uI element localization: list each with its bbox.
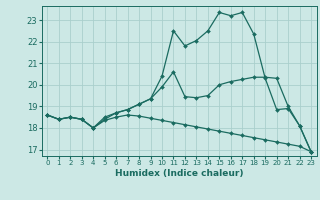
X-axis label: Humidex (Indice chaleur): Humidex (Indice chaleur) — [115, 169, 244, 178]
